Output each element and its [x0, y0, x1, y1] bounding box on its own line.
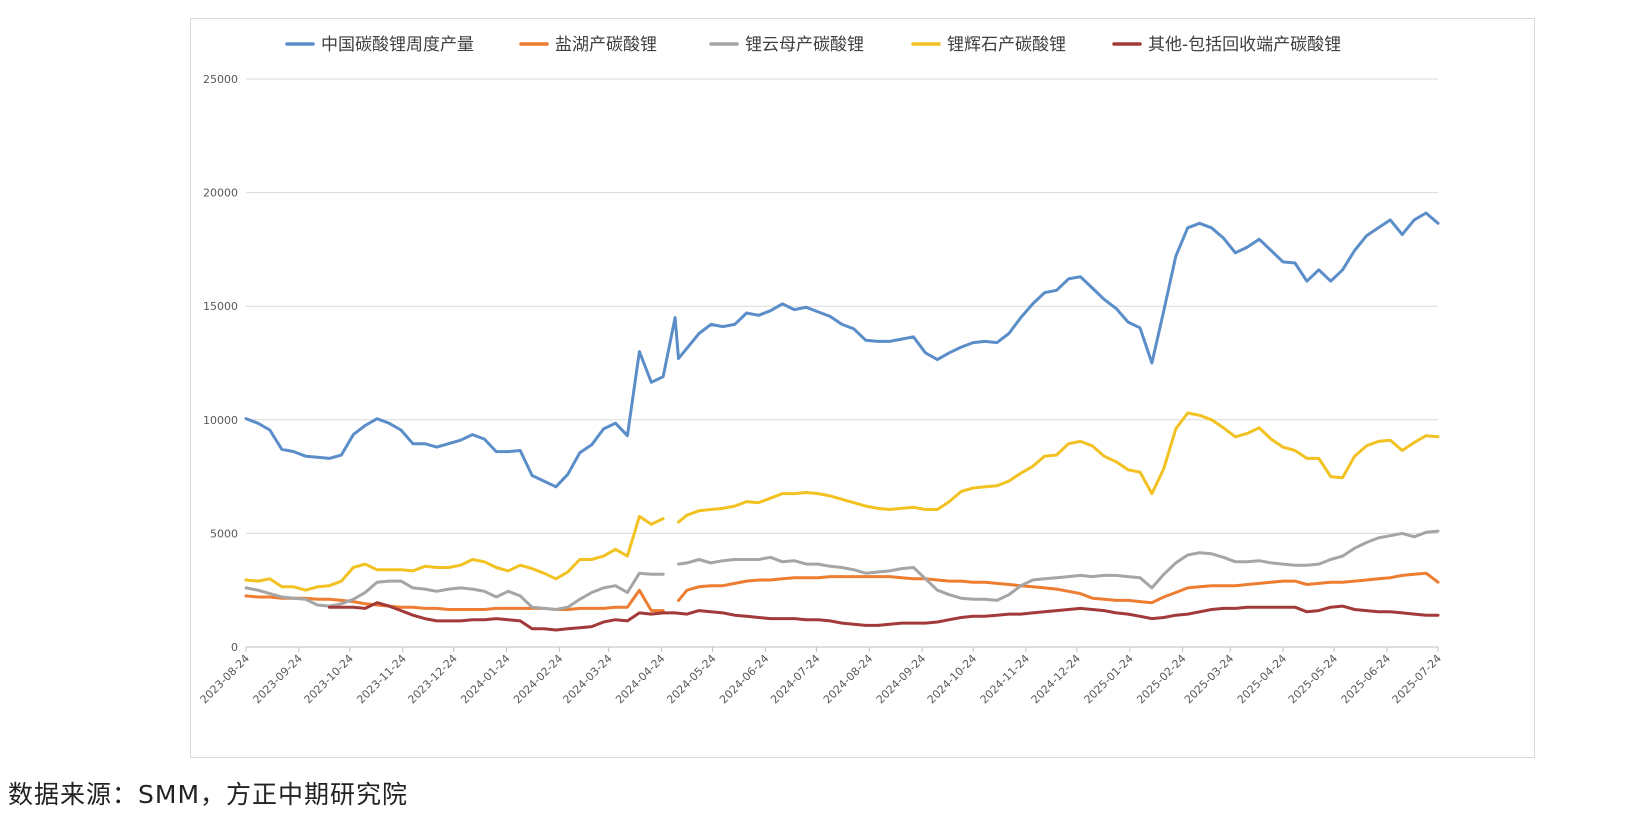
legend-label: 盐湖产碳酸锂 — [555, 35, 657, 55]
x-tick-label: 2025-04-24 — [1235, 652, 1289, 706]
x-tick-label: 2025-07-24 — [1390, 652, 1444, 706]
y-tick-label: 25000 — [203, 73, 238, 86]
x-tick-label: 2023-08-24 — [198, 652, 252, 706]
legend: 中国碳酸锂周度产量 盐湖产碳酸锂 锂云母产碳酸锂 锂辉石产碳酸锂 其他-包括回收端产碳酸… — [285, 35, 1341, 55]
x-tick-label: 2024-08-24 — [821, 652, 875, 706]
x-tick-label: 2024-02-24 — [511, 652, 565, 706]
x-tick-label: 2025-03-24 — [1182, 652, 1236, 706]
series-line — [244, 411, 1440, 592]
x-tick-label: 2024-06-24 — [717, 652, 771, 706]
series-line — [244, 211, 1440, 489]
series-line — [327, 601, 1440, 632]
x-tick-label: 2024-07-24 — [768, 652, 822, 706]
x-tick-label: 2024-11-24 — [978, 652, 1032, 706]
x-tick-label: 2023-11-24 — [354, 652, 408, 706]
line-chart: 05000100001500020000250002023-08-242023-… — [198, 35, 1444, 706]
x-tick-label: 2024-03-24 — [560, 652, 614, 706]
series-lines — [244, 211, 1440, 632]
x-tick-label: 2024-05-24 — [664, 652, 718, 706]
x-tick-label: 2025-01-24 — [1082, 652, 1136, 706]
x-tick-label: 2024-12-24 — [1029, 652, 1083, 706]
chart-container: 0 5000 10000 15000 20000 25000 2023-08-24 2023-… — [190, 18, 1535, 758]
x-tick-label: 2025-06-24 — [1339, 652, 1393, 706]
x-tick-label: 2023-09-24 — [251, 652, 305, 706]
x-tick-label: 2024-10-24 — [925, 652, 979, 706]
legend-label: 其他-包括回收端产碳酸锂 — [1148, 35, 1341, 55]
x-tick-label: 2024-09-24 — [874, 652, 928, 706]
series-line — [244, 571, 1440, 613]
source-note: 数据来源：SMM，方正中期研究院 — [8, 780, 409, 809]
y-tick-label: 15000 — [203, 300, 238, 313]
x-tick-label: 2023-12-24 — [405, 652, 459, 706]
legend-label: 中国碳酸锂周度产量 — [321, 35, 474, 55]
y-tick-label: 5000 — [210, 527, 238, 540]
legend-label: 锂辉石产碳酸锂 — [947, 35, 1066, 55]
legend-label: 锂云母产碳酸锂 — [745, 35, 864, 55]
x-tick-label: 2025-05-24 — [1286, 652, 1340, 706]
x-tick-label: 2025-02-24 — [1134, 652, 1188, 706]
y-tick-label: 10000 — [203, 414, 238, 427]
x-tick-label: 2024-04-24 — [613, 652, 667, 706]
y-tick-label: 0 — [231, 641, 238, 654]
x-tick-label: 2024-01-24 — [458, 652, 512, 706]
x-tick-label: 2023-10-24 — [302, 652, 356, 706]
axes: 05000100001500020000250002023-08-242023-… — [198, 73, 1444, 706]
gridlines — [246, 78, 1438, 534]
series-line — [244, 529, 1440, 611]
y-tick-label: 20000 — [203, 187, 238, 200]
